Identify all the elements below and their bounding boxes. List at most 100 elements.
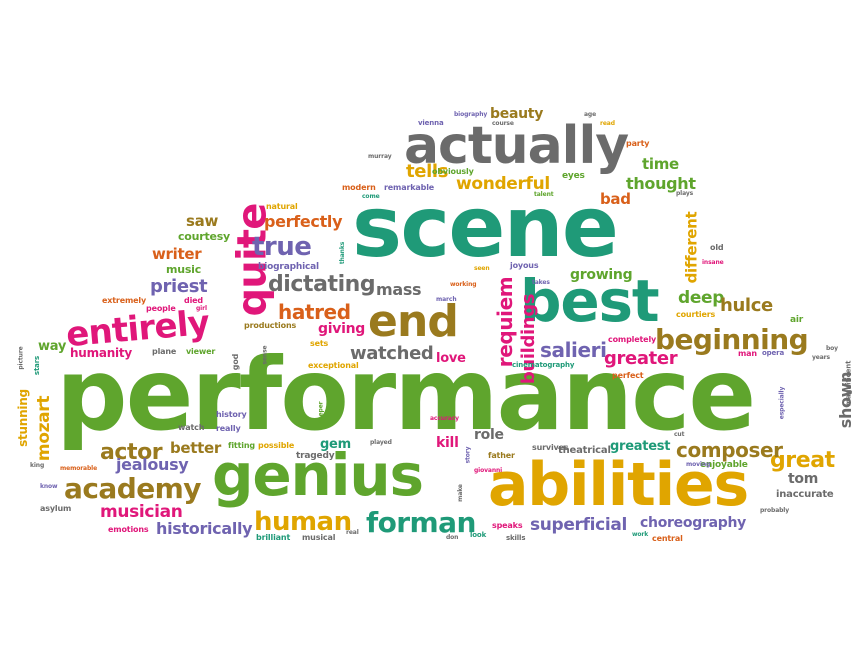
word-mozart: mozart xyxy=(34,395,55,462)
word-hatred: hatred xyxy=(278,300,351,324)
word-dictating: dictating xyxy=(268,272,376,297)
word-perfectly: perfectly xyxy=(264,212,343,231)
word-died: died xyxy=(184,296,203,305)
word-greatest: greatest xyxy=(610,439,671,454)
word-priest: priest xyxy=(150,276,208,297)
word-god: god xyxy=(231,353,241,371)
word-better: better xyxy=(170,439,222,457)
word-buildings: buildings xyxy=(518,293,540,385)
word-superficial: superficial xyxy=(530,515,627,535)
word-completely: completely xyxy=(608,335,657,344)
word-performance: performance xyxy=(56,336,756,453)
word-academy: academy xyxy=(64,472,201,505)
word-wonderful: wonderful xyxy=(456,174,550,194)
word-years: years xyxy=(812,354,830,361)
word-come: come xyxy=(362,193,380,200)
word-different: different xyxy=(682,211,701,284)
word-scene: scene xyxy=(352,178,619,276)
word-stars: stars xyxy=(33,355,42,376)
word-make: make xyxy=(456,484,464,502)
word-joyous: joyous xyxy=(510,261,539,270)
word-salieri: salieri xyxy=(540,338,607,362)
word-watch: watch xyxy=(178,423,205,432)
word-growing: growing xyxy=(570,267,633,283)
word-composer: composer xyxy=(676,438,783,462)
word-historically: historically xyxy=(156,519,253,538)
word-tom: tom xyxy=(788,471,819,487)
word-probably: probably xyxy=(760,507,790,514)
word-giovanni: giovanni xyxy=(474,467,503,474)
word-read: read xyxy=(600,120,615,127)
word-plays: plays xyxy=(676,190,694,197)
word-courtesy: courtesy xyxy=(178,230,231,243)
word-hulce: hulce xyxy=(720,295,773,316)
word-especially: especially xyxy=(778,386,786,420)
word-enjoyable: enjoyable xyxy=(700,460,748,470)
word-really: really xyxy=(216,424,241,433)
word-cut: cut xyxy=(674,431,685,438)
word-natural: natural xyxy=(266,202,298,211)
word-boy: boy xyxy=(826,345,838,352)
word-deeper: deeper xyxy=(317,401,325,425)
word-gem: gem xyxy=(320,437,351,452)
word-actually: actually xyxy=(404,116,629,176)
word-genius: genius xyxy=(212,441,424,509)
word-perfect: perfect xyxy=(612,371,644,380)
word-end: end xyxy=(368,296,459,347)
word-murray: murray xyxy=(368,153,392,160)
word-inaccurate: inaccurate xyxy=(776,489,834,500)
word-musical: musical xyxy=(302,533,336,542)
word-brilliant: brilliant xyxy=(256,533,291,542)
word-old: old xyxy=(710,243,724,252)
word-skills: skills xyxy=(506,534,526,542)
word-thanks: thanks xyxy=(339,241,347,265)
word-sense: sense xyxy=(261,345,269,365)
word-way: way xyxy=(38,339,67,354)
word-music: music xyxy=(166,263,202,276)
word-fitting: fitting xyxy=(228,441,255,450)
word-man: man xyxy=(738,349,757,358)
word-sets: sets xyxy=(310,339,329,348)
word-march: march xyxy=(436,296,457,303)
word-watched: watched xyxy=(350,343,434,364)
word-bad: bad xyxy=(600,190,631,208)
word-biography: biography xyxy=(454,111,488,118)
word-accuracy: accuracy xyxy=(430,415,459,422)
word-actor: actor xyxy=(100,440,163,465)
word-greater: greater xyxy=(604,348,678,369)
word-true: true xyxy=(252,232,312,262)
word-kill: kill xyxy=(436,435,459,451)
word-beauty: beauty xyxy=(490,106,544,122)
word-requiem: requiem xyxy=(493,276,518,368)
word-course: course xyxy=(492,120,514,127)
word-working: working xyxy=(450,281,477,288)
word-humanity: humanity xyxy=(70,346,132,360)
word-role: role xyxy=(474,427,504,443)
word-played: played xyxy=(370,439,392,446)
word-memorable: memorable xyxy=(60,465,98,472)
word-viewer: viewer xyxy=(186,347,216,356)
word-remarkable: remarkable xyxy=(384,183,435,192)
word-obviously: obviously xyxy=(432,167,474,176)
word-history: history xyxy=(216,410,247,419)
word-time: time xyxy=(642,155,679,173)
word-biographical: biographical xyxy=(258,262,319,272)
word-best: best xyxy=(520,267,660,335)
word-mass: mass xyxy=(376,280,422,299)
word-insane: insane xyxy=(702,259,724,266)
word-choreography: choreography xyxy=(640,515,747,531)
word-vienna: vienna xyxy=(418,119,444,127)
word-picture: picture xyxy=(17,346,25,370)
word-theatrical: theatrical xyxy=(558,445,611,456)
word-saw: saw xyxy=(186,212,219,230)
word-moving: moving xyxy=(686,461,711,468)
word-father: father xyxy=(488,451,515,460)
word-abilities: abilities xyxy=(488,450,749,520)
word-party: party xyxy=(626,139,650,148)
word-magnificent: magnificent xyxy=(844,360,853,407)
word-productions: productions xyxy=(244,321,297,330)
word-takes: takes xyxy=(532,279,550,286)
word-beginning: beginning xyxy=(655,323,809,356)
word-writer: writer xyxy=(152,245,202,263)
